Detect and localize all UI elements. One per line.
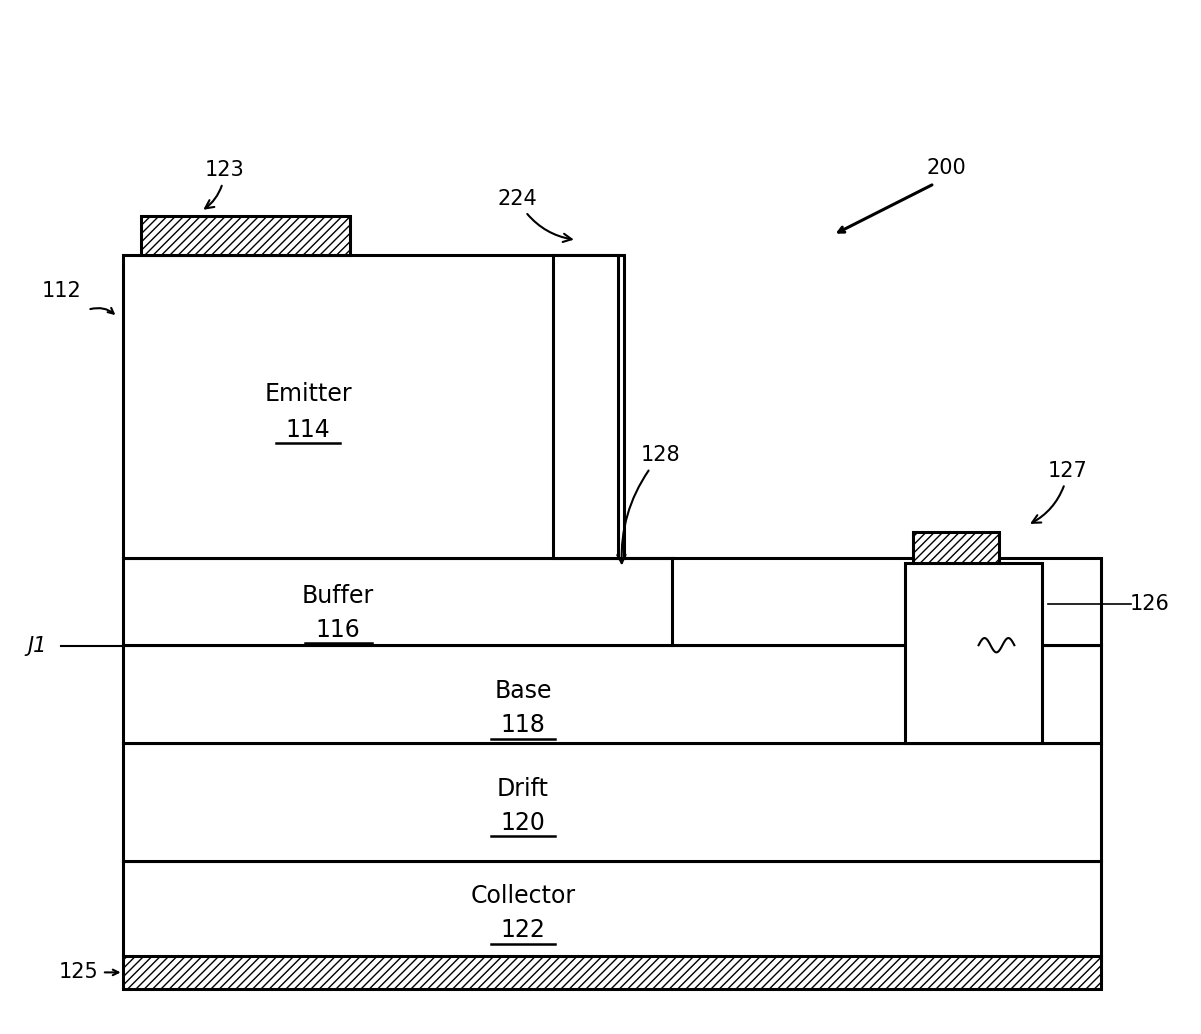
Text: 122: 122 [501, 918, 545, 942]
Text: J1: J1 [28, 636, 47, 657]
Text: 118: 118 [501, 713, 545, 737]
Text: Collector: Collector [471, 884, 575, 909]
Bar [552, 255, 619, 558]
Text: Buffer: Buffer [301, 584, 375, 608]
Text: 114: 114 [286, 418, 330, 442]
Bar [124, 255, 625, 558]
Bar [904, 564, 1041, 742]
Text: 126: 126 [1129, 595, 1169, 614]
Text: 127: 127 [1032, 461, 1088, 523]
Text: 200: 200 [926, 158, 967, 178]
Text: Drift: Drift [497, 777, 549, 800]
Bar [124, 860, 1101, 959]
Bar [124, 645, 1101, 742]
Bar [124, 956, 1101, 989]
Text: 112: 112 [42, 281, 82, 301]
Bar [913, 533, 999, 564]
Bar [142, 216, 349, 255]
Text: 120: 120 [501, 811, 545, 834]
Text: 116: 116 [316, 618, 360, 642]
Bar [124, 742, 1101, 860]
Text: 123: 123 [205, 160, 245, 209]
Bar [124, 558, 1101, 645]
Text: 224: 224 [497, 189, 572, 242]
Text: Emitter: Emitter [264, 382, 352, 406]
Text: 128: 128 [617, 446, 680, 564]
Text: Base: Base [495, 679, 551, 703]
Text: 125: 125 [58, 963, 98, 982]
